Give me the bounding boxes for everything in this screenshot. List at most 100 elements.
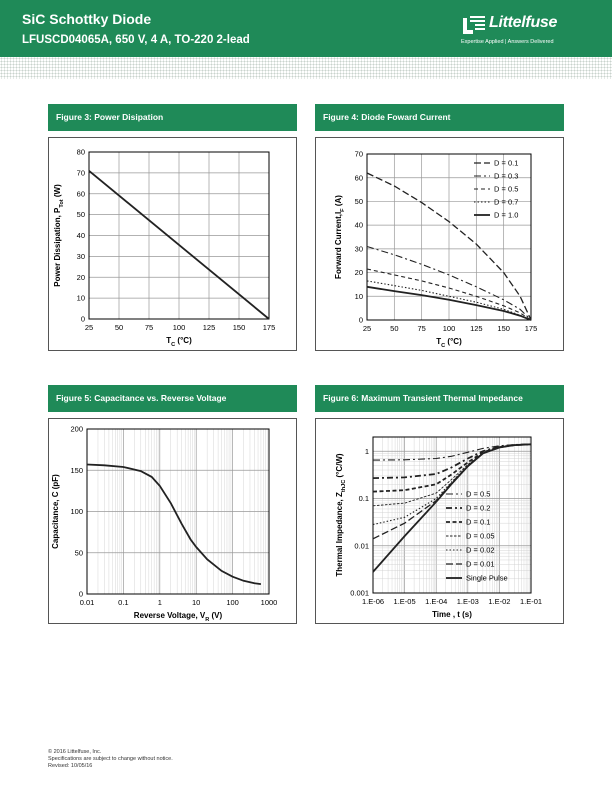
x-tick-label: 175 [525, 324, 538, 333]
x-axis-label: Time , t (s) [432, 610, 472, 619]
legend-label: D = 0.1 [466, 518, 490, 527]
plot-frame [372, 436, 532, 594]
series-line-d-1-0 [366, 285, 532, 321]
y-tick-label: 200 [70, 425, 83, 434]
legend-label: D = 0.01 [466, 560, 495, 569]
figure-6-title: Figure 6: Maximum Transient Thermal Impe… [315, 385, 564, 412]
page-footer: © 2016 Littelfuse, Inc. Specifications a… [48, 749, 173, 770]
x-tick-label: 1.E-04 [425, 597, 447, 606]
y-axis-label: Power Dissipation, PTot (W) [53, 184, 65, 287]
power-dissipation-chart: 25 50 75 100 125 150 175 0 10 20 30 40 50 60 70 80 TC (°… [53, 148, 276, 348]
y-tick-label: 70 [77, 168, 85, 177]
y-tick-label: 0.001 [350, 589, 369, 598]
figure-4-title: Figure 4: Diode Foward Current [315, 104, 564, 131]
dotted-banner [0, 57, 612, 79]
x-tick-label: 75 [417, 324, 425, 333]
y-tick-label: 50 [77, 210, 85, 219]
disclaimer-text: Specifications are subject to change wit… [48, 756, 173, 762]
y-tick-label: 60 [355, 173, 363, 182]
brand-name: Littelfuse [489, 14, 558, 31]
legend-label: Single Pulse [466, 574, 508, 583]
series-line-d-0-2 [372, 443, 532, 479]
x-tick-label: 25 [85, 323, 93, 332]
littelfuse-mark-icon [463, 16, 485, 34]
y-axis-label: Forward Current,IF (A) [334, 195, 346, 279]
series-line-d-0-1 [366, 172, 532, 321]
forward-current-chart: 25 50 75 100 125 150 175 0 10 20 30 40 50 60 70 TC (°C)… [334, 150, 538, 349]
y-tick-label: 1 [365, 447, 369, 456]
series-line-single-pulse [372, 443, 532, 573]
y-tick-label: 20 [355, 268, 363, 277]
y-tick-label: 30 [355, 244, 363, 253]
x-tick-label: 1 [158, 598, 162, 607]
y-tick-label: 40 [355, 221, 363, 230]
figure-3-title: Figure 3: Power Disipation [48, 104, 297, 131]
y-tick-label: 70 [355, 150, 363, 159]
x-tick-label: 175 [263, 323, 276, 332]
x-tick-label: 1.E-02 [488, 597, 510, 606]
x-tick-label: 75 [145, 323, 153, 332]
figure-5-title: Figure 5: Capacitance vs. Reverse Voltag… [48, 385, 297, 412]
legend-label: D = 0.2 [466, 504, 490, 513]
legend-label: D = 0.7 [494, 198, 518, 207]
series-line-main [86, 463, 262, 585]
x-tick-label: 150 [233, 323, 246, 332]
y-tick-label: 0 [359, 316, 363, 325]
y-axis-label: Capacitance, C (pF) [51, 474, 60, 549]
y-tick-label: 40 [77, 231, 85, 240]
legend-label: D = 0.5 [494, 185, 518, 194]
x-axis-label: Reverse Voltage, VR (V) [134, 611, 223, 623]
figure-5-panel: 0.01 0.1 1 10 100 1000 0 50 100 150 200 Reverse Vol… [48, 418, 297, 624]
x-tick-label: 1.E-03 [457, 597, 479, 606]
y-tick-label: 100 [70, 507, 83, 516]
revision-text: Revised: 10/05/16 [48, 763, 93, 769]
x-tick-label: 50 [390, 324, 398, 333]
plot-frame [366, 153, 532, 321]
plot-frame [88, 151, 270, 320]
legend-label: D = 0.02 [466, 546, 495, 555]
legend-label: D = 0.3 [494, 172, 518, 181]
y-tick-label: 10 [77, 294, 85, 303]
series-line-d-0-1 [372, 443, 532, 493]
x-tick-label: 125 [203, 323, 216, 332]
legend-label: D = 0.05 [466, 532, 495, 541]
brand-logo: Littelfuse Expertise Applied | Answers D… [461, 14, 576, 48]
series-line-main [88, 170, 270, 320]
x-tick-label: 50 [115, 323, 123, 332]
y-tick-label: 80 [77, 148, 85, 157]
x-tick-label: 100 [173, 323, 186, 332]
x-tick-label: 1.E-05 [394, 597, 416, 606]
x-tick-label: 1.E-01 [520, 597, 542, 606]
y-tick-label: 0.01 [354, 541, 369, 550]
x-tick-label: 100 [443, 324, 456, 333]
y-tick-label: 10 [355, 292, 363, 301]
y-tick-label: 150 [70, 466, 83, 475]
legend-label: D = 0.5 [466, 490, 490, 499]
thermal-impedance-chart: 1.E-06 1.E-05 1.E-04 1.E-03 1.E-02 1.E-01 0.00… [335, 436, 542, 619]
page-title: SiC Schottky Diode [22, 11, 152, 27]
y-tick-label: 50 [75, 548, 83, 557]
figure-6-panel: 1.E-06 1.E-05 1.E-04 1.E-03 1.E-02 1.E-01 0.00… [315, 418, 564, 624]
figure-3-panel: 25 50 75 100 125 150 175 0 10 20 30 40 50 60 70 80 TC (°… [48, 137, 297, 351]
x-tick-label: 1.E-06 [362, 597, 384, 606]
x-tick-label: 0.1 [118, 598, 128, 607]
y-tick-label: 0 [79, 590, 83, 599]
series-line-d-0-5 [366, 268, 532, 321]
x-tick-label: 10 [192, 598, 200, 607]
y-tick-label: 50 [355, 197, 363, 206]
y-tick-label: 20 [77, 273, 85, 282]
x-axis-label: TC (°C) [166, 336, 192, 348]
x-tick-label: 125 [470, 324, 483, 333]
x-tick-label: 25 [363, 324, 371, 333]
x-axis-label: TC (°C) [436, 337, 462, 349]
x-tick-label: 100 [226, 598, 239, 607]
y-tick-label: 60 [77, 189, 85, 198]
y-axis-label: Thermal Impedance, ZthJC (°C/W) [335, 453, 347, 577]
x-tick-label: 1000 [261, 598, 278, 607]
copyright-text: © 2016 Littelfuse, Inc. [48, 749, 102, 755]
y-tick-label: 0 [81, 315, 85, 324]
page-header: SiC Schottky Diode LFUSCD04065A, 650 V, … [0, 0, 612, 57]
part-subtitle: LFUSCD04065A, 650 V, 4 A, TO-220 2-lead [22, 34, 250, 46]
legend-label: D = 1.0 [494, 211, 518, 220]
x-tick-label: 0.01 [80, 598, 95, 607]
